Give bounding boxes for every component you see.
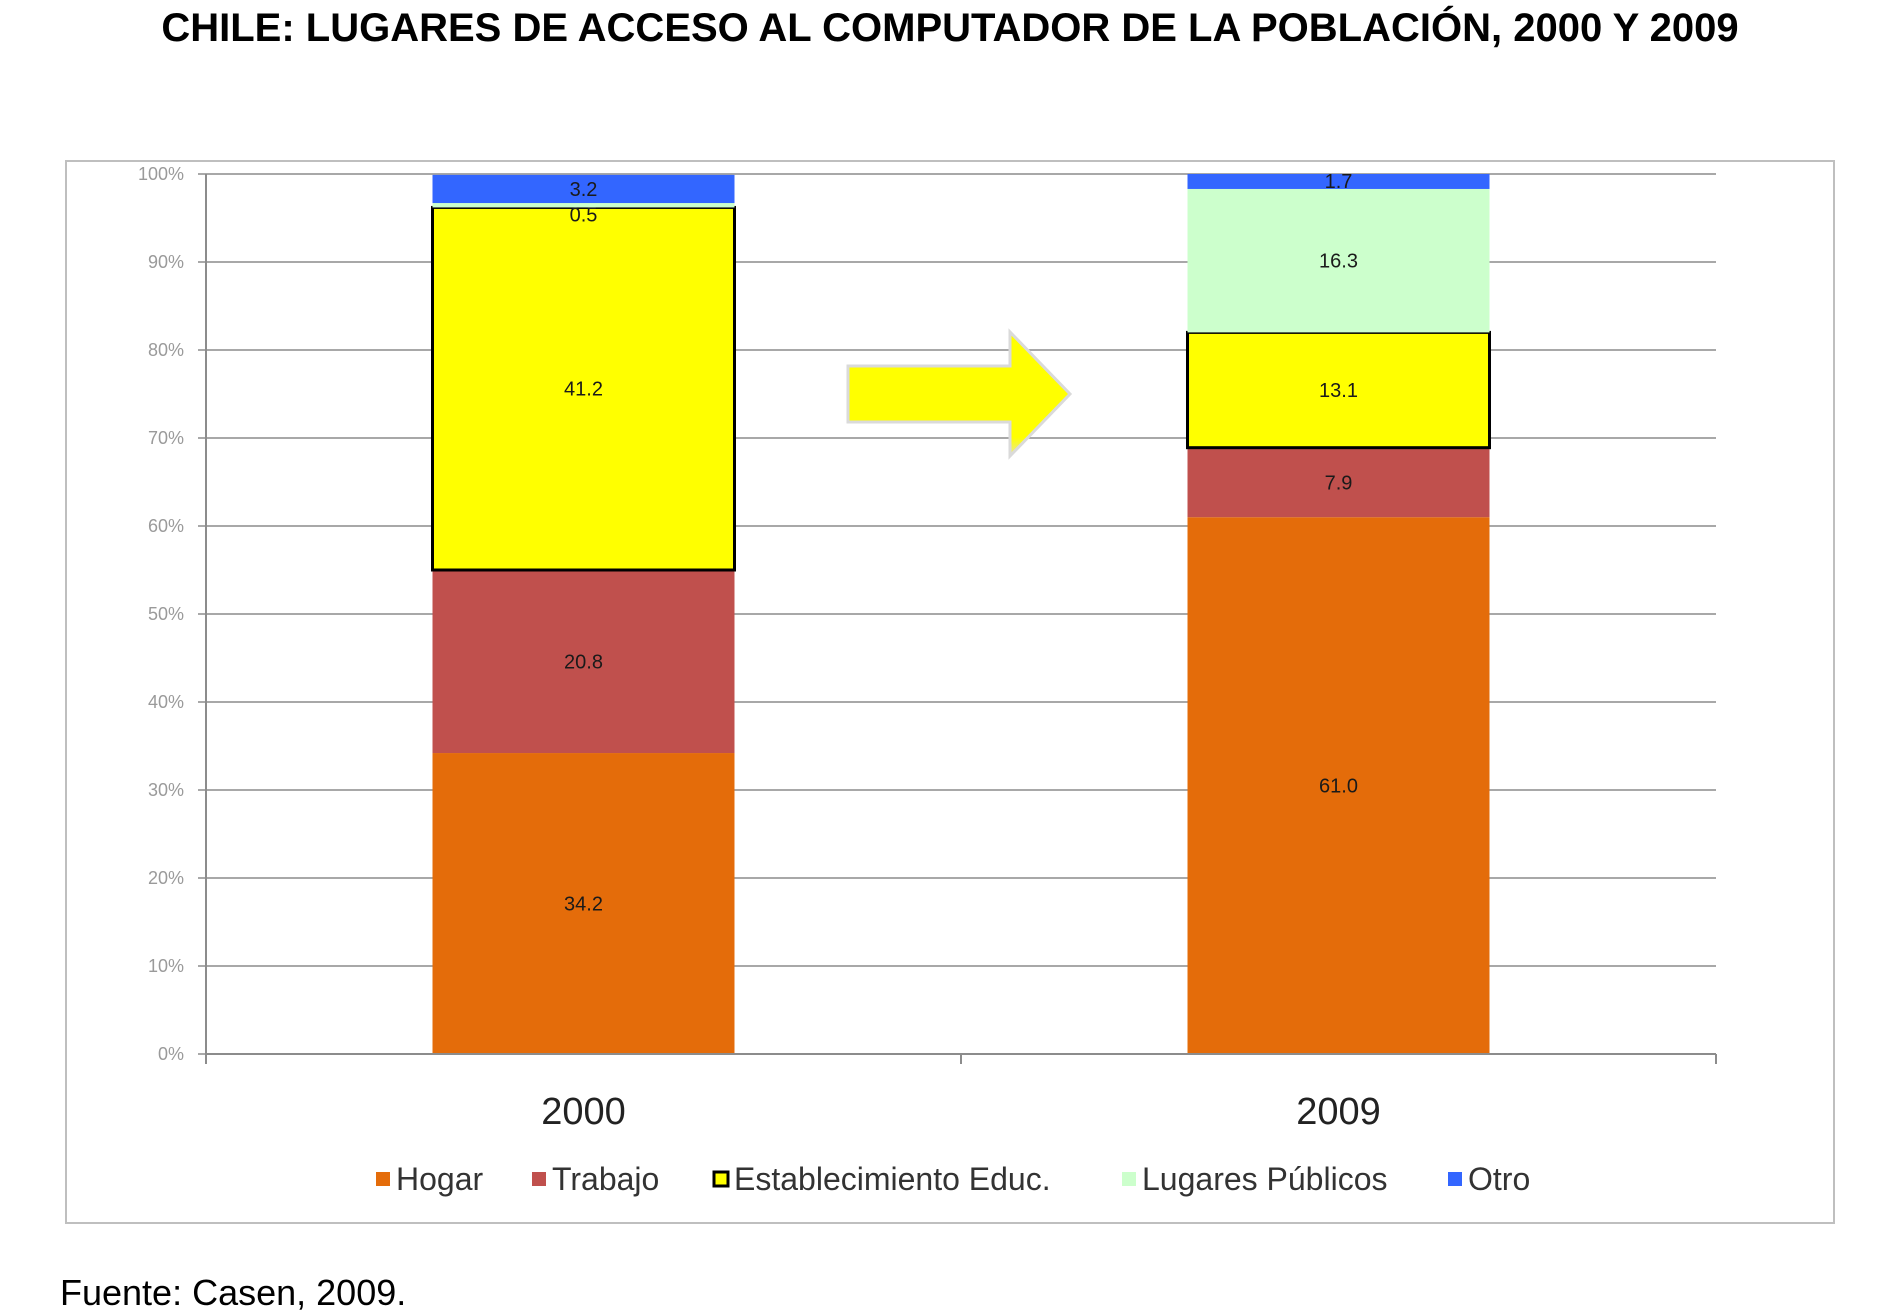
bar-segment [1187, 188, 1490, 333]
page-title: CHILE: LUGARES DE ACCESO AL COMPUTADOR D… [161, 6, 1739, 50]
data-label: 41.2 [564, 379, 603, 401]
data-label: 13.1 [1319, 380, 1358, 402]
data-label: 7.9 [1325, 472, 1353, 494]
y-tick-label: 0% [158, 1044, 184, 1064]
legend-swatch [532, 1172, 546, 1186]
legend-label: Hogar [396, 1161, 484, 1197]
y-tick-label: 90% [148, 252, 184, 272]
y-tick-label: 100% [138, 164, 184, 184]
bars [431, 174, 1491, 1054]
legend-swatch [376, 1172, 390, 1186]
data-label: 61.0 [1319, 776, 1358, 798]
y-tick-label: 80% [148, 340, 184, 360]
bar-segment [431, 205, 736, 572]
y-tick-label: 20% [148, 868, 184, 888]
legend: Hogar Trabajo Establecimiento Educ. Lugares… [376, 1161, 1530, 1197]
y-tick-label: 60% [148, 516, 184, 536]
legend-swatch [1448, 1172, 1462, 1186]
y-tick-label: 40% [148, 692, 184, 712]
chart-frame [65, 160, 1835, 1224]
legend-swatch [712, 1170, 730, 1188]
legend-label: Otro [1468, 1161, 1530, 1197]
arrow-icon [846, 328, 1073, 460]
data-label: 3.2 [570, 179, 598, 201]
x-tick-label: 2009 [1296, 1091, 1381, 1133]
x-axis [205, 174, 1717, 1064]
data-label: 0.5 [570, 204, 598, 226]
legend-label: Establecimiento Educ. [734, 1161, 1051, 1197]
y-axis-ticks: 0% 10% 20% 30% 40% 50% 60% 70% 80% 90% 100% [138, 164, 206, 1064]
y-tick-label: 50% [148, 604, 184, 624]
y-tick-label: 70% [148, 428, 184, 448]
bar-segment [1187, 447, 1490, 518]
bar-segment [432, 203, 735, 208]
source-note: Fuente: Casen, 2009. [60, 1272, 407, 1313]
legend-label: Lugares Públicos [1142, 1161, 1387, 1197]
y-tick-label: 10% [148, 956, 184, 976]
bar-segment [432, 570, 735, 754]
y-tick-label: 30% [148, 780, 184, 800]
x-tick-label: 2000 [541, 1091, 626, 1133]
x-axis-labels: 2000 2009 [541, 1091, 1381, 1133]
bar-segment [1186, 330, 1491, 450]
bar-segment [1187, 517, 1490, 1054]
bar-segment [432, 753, 735, 1054]
data-label: 16.3 [1319, 251, 1358, 273]
data-label: 34.2 [564, 894, 603, 916]
legend-swatch [1122, 1172, 1136, 1186]
stacked-bar-chart: 0% 10% 20% 30% 40% 50% 60% 70% 80% 90% 100% 34.2 20… [138, 164, 1717, 1197]
bar-segment [432, 174, 735, 204]
data-label: 20.8 [564, 652, 603, 674]
data-labels: 34.2 20.8 41.2 0.5 3.2 61.0 7.9 13.1 16.3 1.7 [564, 171, 1358, 916]
legend-label: Trabajo [552, 1161, 659, 1197]
data-label: 1.7 [1325, 171, 1353, 193]
bar-segment [1187, 174, 1490, 189]
